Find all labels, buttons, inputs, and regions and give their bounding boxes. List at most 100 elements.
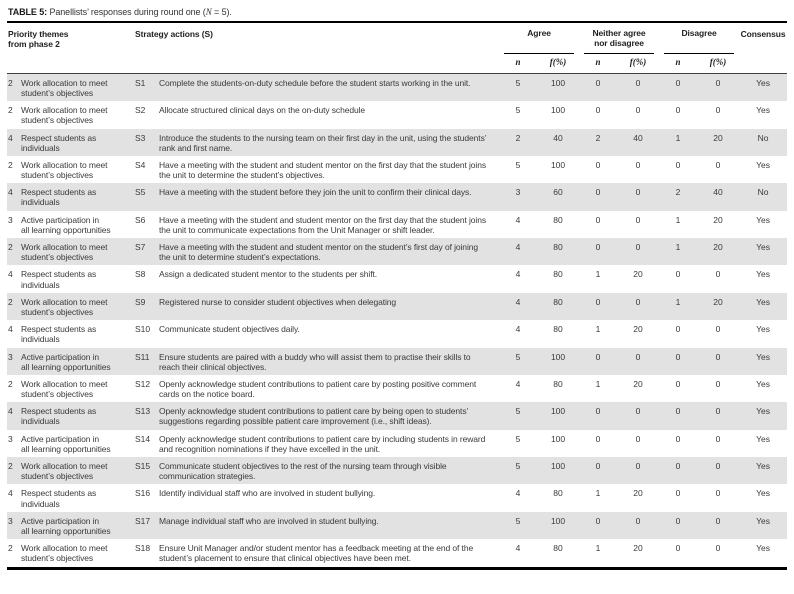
agree-n-value: 5 [515, 351, 521, 362]
neither-f-value: 0 [635, 296, 641, 307]
neither-f-value: 20 [633, 488, 643, 499]
table-row: 4 Respect students as individuals S10 Co… [7, 320, 787, 347]
priority-theme: Respect students as individuals [21, 488, 97, 509]
table-row: 2 Work allocation to meet student’s obje… [7, 238, 788, 266]
disagree-f-value: 20 [713, 132, 723, 143]
strategy-action: Communicate student objectives to the re… [159, 461, 447, 482]
strategy-action: Complete the students-on-duty schedule b… [159, 77, 471, 88]
strategy-action: Openly acknowledge student contributions… [159, 406, 468, 427]
priority-number: 3 [8, 515, 13, 526]
table-row: 2 Work allocation to meet student’s obje… [7, 156, 787, 183]
strategy-code: S11 [135, 351, 150, 362]
disagree-n-value: 0 [675, 324, 681, 335]
strategy-code: S6 [135, 214, 146, 225]
disagree-f-value: 0 [715, 461, 721, 472]
neither-n-value: 0 [595, 105, 601, 116]
neither-group-label: Neither agree nor disagree [584, 28, 655, 54]
disagree-f-value: 0 [715, 159, 721, 170]
disagree-n-value: 0 [675, 433, 681, 444]
disagree-n-value: 1 [675, 214, 681, 225]
neither-f-value: 40 [633, 132, 643, 143]
consensus-value: Yes [756, 324, 770, 335]
agree-f-value: 100 [550, 77, 566, 88]
consensus-value: Yes [756, 269, 770, 280]
neither-f-value: 20 [633, 269, 643, 280]
table-title-text: Panellists’ responses during round one ( [47, 7, 206, 17]
agree-f-value: 100 [550, 433, 566, 444]
neither-n-value: 0 [595, 296, 601, 307]
neither-f-value: 0 [635, 242, 641, 253]
neither-n-value: 0 [595, 433, 601, 444]
neither-f-value: 0 [635, 515, 641, 526]
consensus-value: No [757, 187, 769, 198]
disagree-n-value: 0 [675, 406, 681, 417]
neither-n-value: 0 [595, 406, 601, 417]
strategy-code: S8 [135, 269, 146, 280]
neither-f-value: 0 [635, 159, 641, 170]
priority-number: 2 [8, 296, 13, 307]
strategy-action: Have a meeting with the student and stud… [159, 159, 486, 181]
agree-f-value: 100 [550, 105, 566, 116]
strategy-action: Manage individual staff who are involved… [159, 515, 379, 526]
table-row: 2 Work allocation to meet student’s obje… [7, 101, 787, 128]
priority-number: 4 [8, 132, 13, 143]
strategy-action: Allocate structured clinical days on the… [159, 105, 365, 116]
priority-theme: Respect students as individuals [21, 324, 97, 345]
disagree-f-header: f(%) [709, 57, 727, 67]
consensus-value: Yes [756, 378, 770, 389]
priority-number: 4 [8, 187, 13, 198]
strategy-code: S18 [135, 543, 151, 554]
consensus-value: Yes [756, 406, 770, 417]
priority-number: 2 [8, 77, 13, 88]
consensus-value: Yes [756, 515, 770, 526]
consensus-value: Yes [756, 351, 770, 362]
neither-f-value: 20 [633, 324, 643, 335]
disagree-f-value: 0 [715, 543, 721, 554]
neither-n-value: 1 [595, 378, 601, 389]
table-title-label: TABLE 5: [8, 7, 48, 17]
table-header: Priority themes from phase 2 Strategy ac… [7, 23, 788, 74]
priority-number: 2 [8, 461, 13, 472]
strategy-code: S14 [135, 433, 151, 444]
table-row: 3 Active participation in all learning o… [7, 511, 788, 540]
consensus-value: Yes [756, 433, 770, 444]
table-row: 4 Respect students as individuals S13 Op… [7, 402, 788, 430]
agree-n-value: 4 [515, 296, 521, 307]
agree-f-value: 80 [553, 269, 563, 280]
neither-n-value: 0 [595, 461, 601, 472]
table-row: 2 Work allocation to meet student’s obje… [7, 375, 787, 402]
table-row: 3 Active participation in all learning o… [7, 347, 788, 375]
table-row: 3 Active participation in all learning o… [7, 211, 787, 238]
strategy-code: S4 [135, 159, 146, 170]
consensus-value: Yes [756, 461, 770, 472]
agree-n-value: 4 [515, 214, 521, 225]
disagree-f-value: 0 [715, 378, 721, 389]
priority-theme: Respect students as individuals [21, 406, 97, 427]
priority-theme: Work allocation to meet student’s object… [21, 105, 108, 126]
priority-theme: Respect students as individuals [21, 269, 97, 290]
agree-n-value: 4 [515, 488, 521, 499]
agree-f-value: 80 [553, 296, 563, 307]
priority-number: 3 [8, 214, 13, 225]
disagree-group-label: Disagree [664, 28, 735, 54]
priority-number: 3 [8, 433, 13, 444]
priority-number: 2 [8, 105, 13, 116]
disagree-n-value: 2 [675, 187, 681, 198]
strategy-action: Introduce the students to the nursing te… [159, 132, 487, 153]
agree-n-value: 4 [515, 324, 521, 335]
neither-n-header: n [595, 57, 601, 67]
neither-n-value: 0 [595, 214, 601, 225]
neither-f-value: 0 [635, 351, 641, 362]
disagree-f-value: 0 [715, 406, 721, 417]
disagree-n-value: 0 [675, 351, 681, 362]
agree-n-value: 2 [515, 132, 521, 143]
agree-n-value: 4 [515, 378, 521, 389]
col-group-agree: Agree [499, 23, 579, 54]
strategy-action: Have a meeting with the student and stud… [159, 242, 478, 263]
strategy-code: S17 [135, 515, 151, 526]
neither-n-value: 1 [595, 488, 601, 499]
agree-n-value: 5 [515, 77, 521, 88]
col-group-neither-agree-nor-disagree: Neither agree nor disagree [579, 23, 659, 54]
priority-theme: Active participation in all learning opp… [21, 214, 111, 235]
table-row: 4 Respect students as individuals S3 Int… [7, 128, 788, 156]
